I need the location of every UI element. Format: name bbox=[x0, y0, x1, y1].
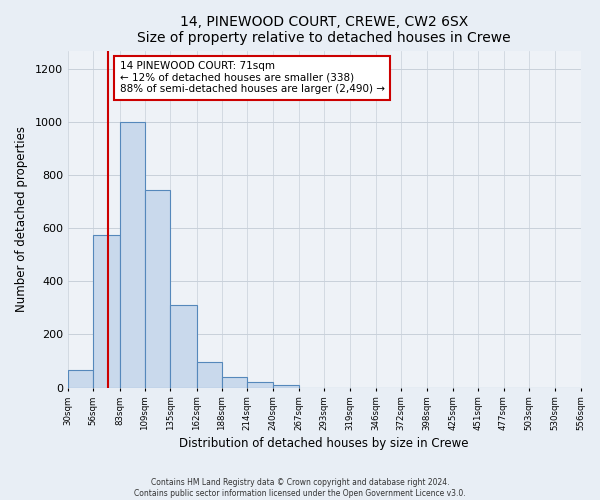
Bar bbox=[272, 385, 299, 388]
Bar bbox=[93, 235, 119, 388]
Text: Contains HM Land Registry data © Crown copyright and database right 2024.
Contai: Contains HM Land Registry data © Crown c… bbox=[134, 478, 466, 498]
Bar bbox=[68, 370, 93, 388]
Title: 14, PINEWOOD COURT, CREWE, CW2 6SX
Size of property relative to detached houses : 14, PINEWOOD COURT, CREWE, CW2 6SX Size … bbox=[137, 15, 511, 45]
Y-axis label: Number of detached properties: Number of detached properties bbox=[15, 126, 28, 312]
Bar bbox=[145, 190, 170, 388]
Text: 14 PINEWOOD COURT: 71sqm
← 12% of detached houses are smaller (338)
88% of semi-: 14 PINEWOOD COURT: 71sqm ← 12% of detach… bbox=[119, 61, 385, 94]
Bar bbox=[222, 377, 247, 388]
X-axis label: Distribution of detached houses by size in Crewe: Distribution of detached houses by size … bbox=[179, 437, 469, 450]
Bar bbox=[170, 306, 197, 388]
Bar bbox=[247, 382, 272, 388]
Bar bbox=[197, 362, 222, 388]
Bar bbox=[119, 122, 145, 388]
